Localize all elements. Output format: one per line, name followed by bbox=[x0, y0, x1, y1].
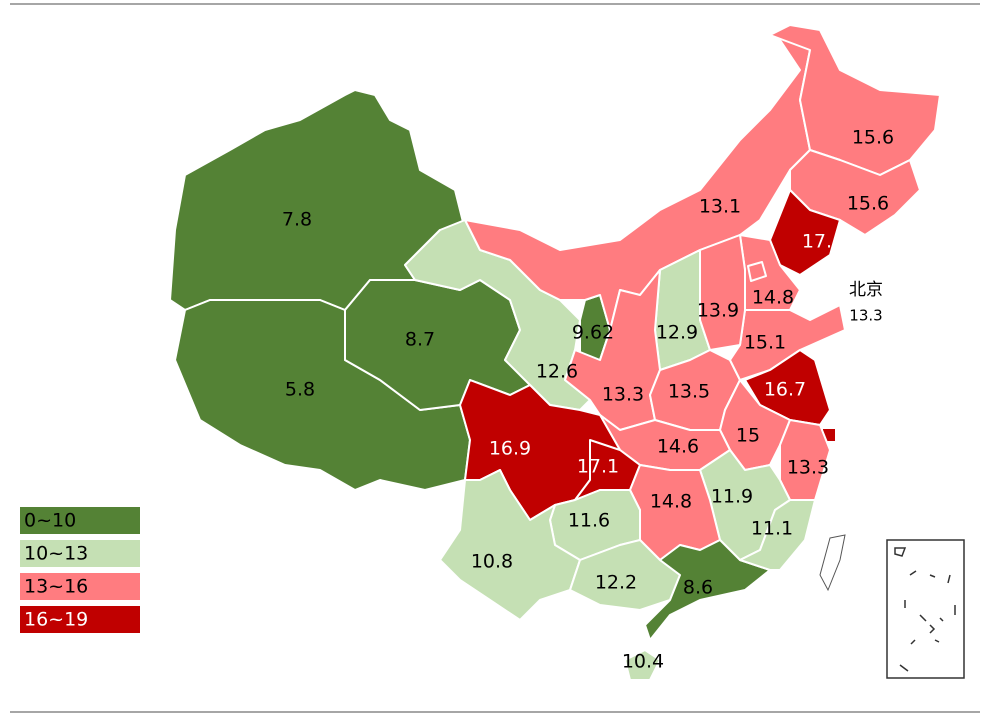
region-label: 16.9 bbox=[489, 438, 531, 460]
region-label: 5.8 bbox=[285, 379, 315, 401]
region-label: 12.6 bbox=[536, 361, 578, 383]
region-label: 11.9 bbox=[711, 486, 753, 508]
region-label: 10.8 bbox=[471, 551, 513, 573]
region-label: 16.7 bbox=[764, 379, 806, 401]
region-label: 11.1 bbox=[751, 518, 793, 540]
legend-label: 16~19 bbox=[24, 609, 88, 631]
island-outline bbox=[819, 534, 846, 592]
regions bbox=[169, 24, 941, 681]
region-label: 14.8 bbox=[650, 491, 692, 513]
region-label: 17.4 bbox=[802, 231, 844, 253]
south-sea-inset bbox=[886, 539, 965, 679]
region bbox=[747, 261, 767, 282]
region bbox=[699, 234, 746, 351]
legend-label: 0~10 bbox=[24, 510, 76, 532]
inset-frame bbox=[886, 539, 965, 679]
region-label: 8.7 bbox=[405, 329, 435, 351]
region-label: 7.8 bbox=[282, 209, 312, 231]
region-label: 13.9 bbox=[697, 300, 739, 322]
region-label: 13.3 bbox=[787, 457, 829, 479]
region-label: 15.6 bbox=[847, 193, 889, 215]
annotation-value: 13.3 bbox=[849, 307, 882, 325]
legend-swatch bbox=[20, 573, 140, 600]
region-label: 12.2 bbox=[595, 572, 637, 594]
region-label: 10.4 bbox=[622, 651, 664, 673]
annotation-label: 北京 bbox=[849, 280, 883, 300]
region bbox=[644, 539, 771, 641]
legend-swatch bbox=[20, 540, 140, 567]
region-label: 15.1 bbox=[744, 332, 786, 354]
region-label: 14.6 bbox=[657, 436, 699, 458]
legend-swatch bbox=[20, 606, 140, 633]
region-label: 17.1 bbox=[577, 456, 619, 478]
region bbox=[729, 304, 846, 381]
region bbox=[769, 24, 941, 176]
region-label: 13.3 bbox=[602, 384, 644, 406]
region bbox=[739, 499, 816, 571]
region-label: 9.62 bbox=[572, 322, 614, 344]
legend-label: 13~16 bbox=[24, 576, 88, 598]
legend-swatch bbox=[20, 507, 140, 534]
region-label: 8.6 bbox=[683, 577, 713, 599]
region-label: 13.1 bbox=[699, 196, 741, 218]
legend-label: 10~13 bbox=[24, 543, 88, 565]
region-label: 13.5 bbox=[668, 381, 710, 403]
region-labels: 7.85.88.712.69.6213.115.615.617.414.812.… bbox=[282, 127, 894, 673]
region-label: 14.8 bbox=[752, 287, 794, 309]
region-label: 15.6 bbox=[852, 127, 894, 149]
region-label: 16.3 bbox=[847, 427, 889, 449]
region-label: 12.9 bbox=[656, 322, 698, 344]
region-label: 15 bbox=[736, 425, 760, 447]
inset-islands bbox=[894, 547, 956, 672]
region bbox=[624, 649, 661, 681]
region-label: 11.6 bbox=[568, 510, 610, 532]
